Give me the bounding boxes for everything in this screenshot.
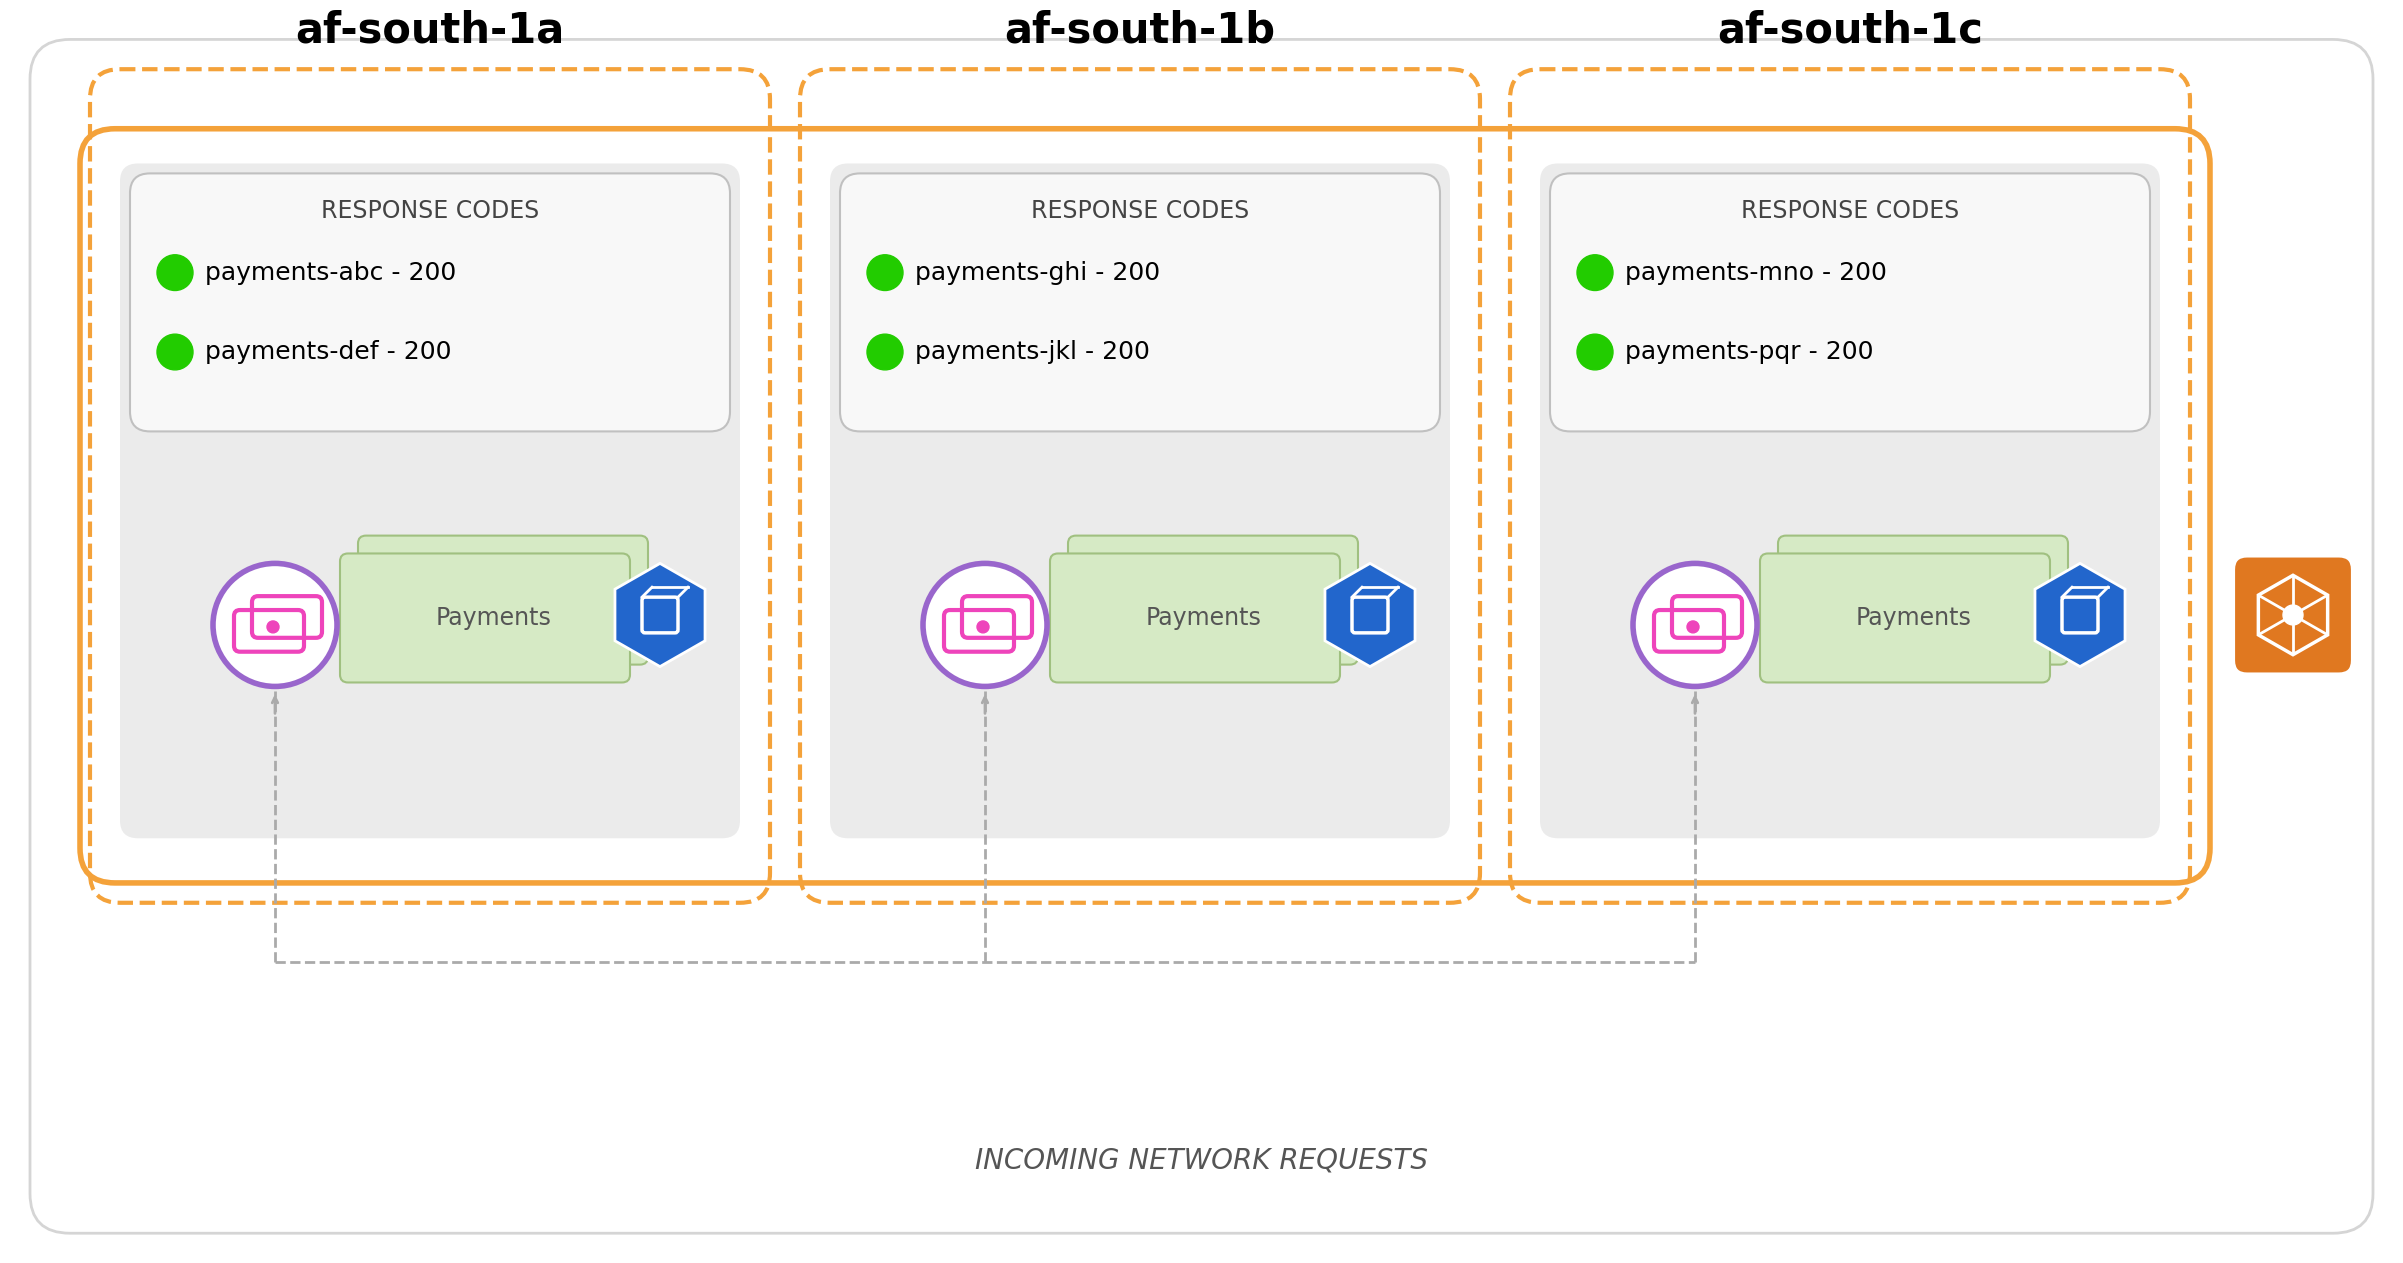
Circle shape (867, 335, 904, 370)
Text: INCOMING NETWORK REQUESTS: INCOMING NETWORK REQUESTS (976, 1147, 1427, 1175)
FancyBboxPatch shape (358, 536, 649, 664)
Circle shape (978, 621, 990, 633)
Polygon shape (1324, 563, 1415, 667)
Text: payments-def - 200: payments-def - 200 (204, 340, 452, 364)
Text: payments-pqr - 200: payments-pqr - 200 (1624, 340, 1874, 364)
Polygon shape (2035, 563, 2124, 667)
FancyBboxPatch shape (1067, 536, 1358, 664)
Text: payments-ghi - 200: payments-ghi - 200 (916, 260, 1161, 284)
Circle shape (1576, 335, 1612, 370)
Text: Payments: Payments (435, 606, 553, 630)
FancyBboxPatch shape (29, 39, 2374, 1233)
FancyBboxPatch shape (1778, 536, 2069, 664)
Circle shape (267, 621, 279, 633)
Text: RESPONSE CODES: RESPONSE CODES (1740, 200, 1958, 224)
FancyBboxPatch shape (1050, 553, 1341, 682)
Circle shape (1576, 255, 1612, 290)
FancyBboxPatch shape (841, 173, 1439, 432)
Circle shape (2283, 605, 2302, 625)
Polygon shape (615, 563, 704, 667)
Text: Payments: Payments (1855, 606, 1973, 630)
Circle shape (156, 255, 192, 290)
Text: af-south-1b: af-south-1b (1004, 9, 1276, 52)
FancyBboxPatch shape (1759, 553, 2050, 682)
Text: payments-jkl - 200: payments-jkl - 200 (916, 340, 1151, 364)
Text: Payments: Payments (1146, 606, 1262, 630)
FancyBboxPatch shape (339, 553, 630, 682)
FancyBboxPatch shape (120, 163, 740, 839)
FancyBboxPatch shape (829, 163, 1449, 839)
Circle shape (1634, 563, 1757, 687)
Text: RESPONSE CODES: RESPONSE CODES (1031, 200, 1250, 224)
Circle shape (1687, 621, 1699, 633)
FancyBboxPatch shape (2232, 556, 2353, 674)
Circle shape (214, 563, 336, 687)
Text: af-south-1c: af-south-1c (1718, 9, 1982, 52)
Circle shape (156, 335, 192, 370)
FancyBboxPatch shape (1540, 163, 2160, 839)
FancyBboxPatch shape (1550, 173, 2151, 432)
FancyBboxPatch shape (130, 173, 731, 432)
Circle shape (923, 563, 1048, 687)
Text: af-south-1a: af-south-1a (296, 9, 565, 52)
Text: payments-mno - 200: payments-mno - 200 (1624, 260, 1886, 284)
Text: payments-abc - 200: payments-abc - 200 (204, 260, 457, 284)
Circle shape (867, 255, 904, 290)
Text: RESPONSE CODES: RESPONSE CODES (322, 200, 538, 224)
